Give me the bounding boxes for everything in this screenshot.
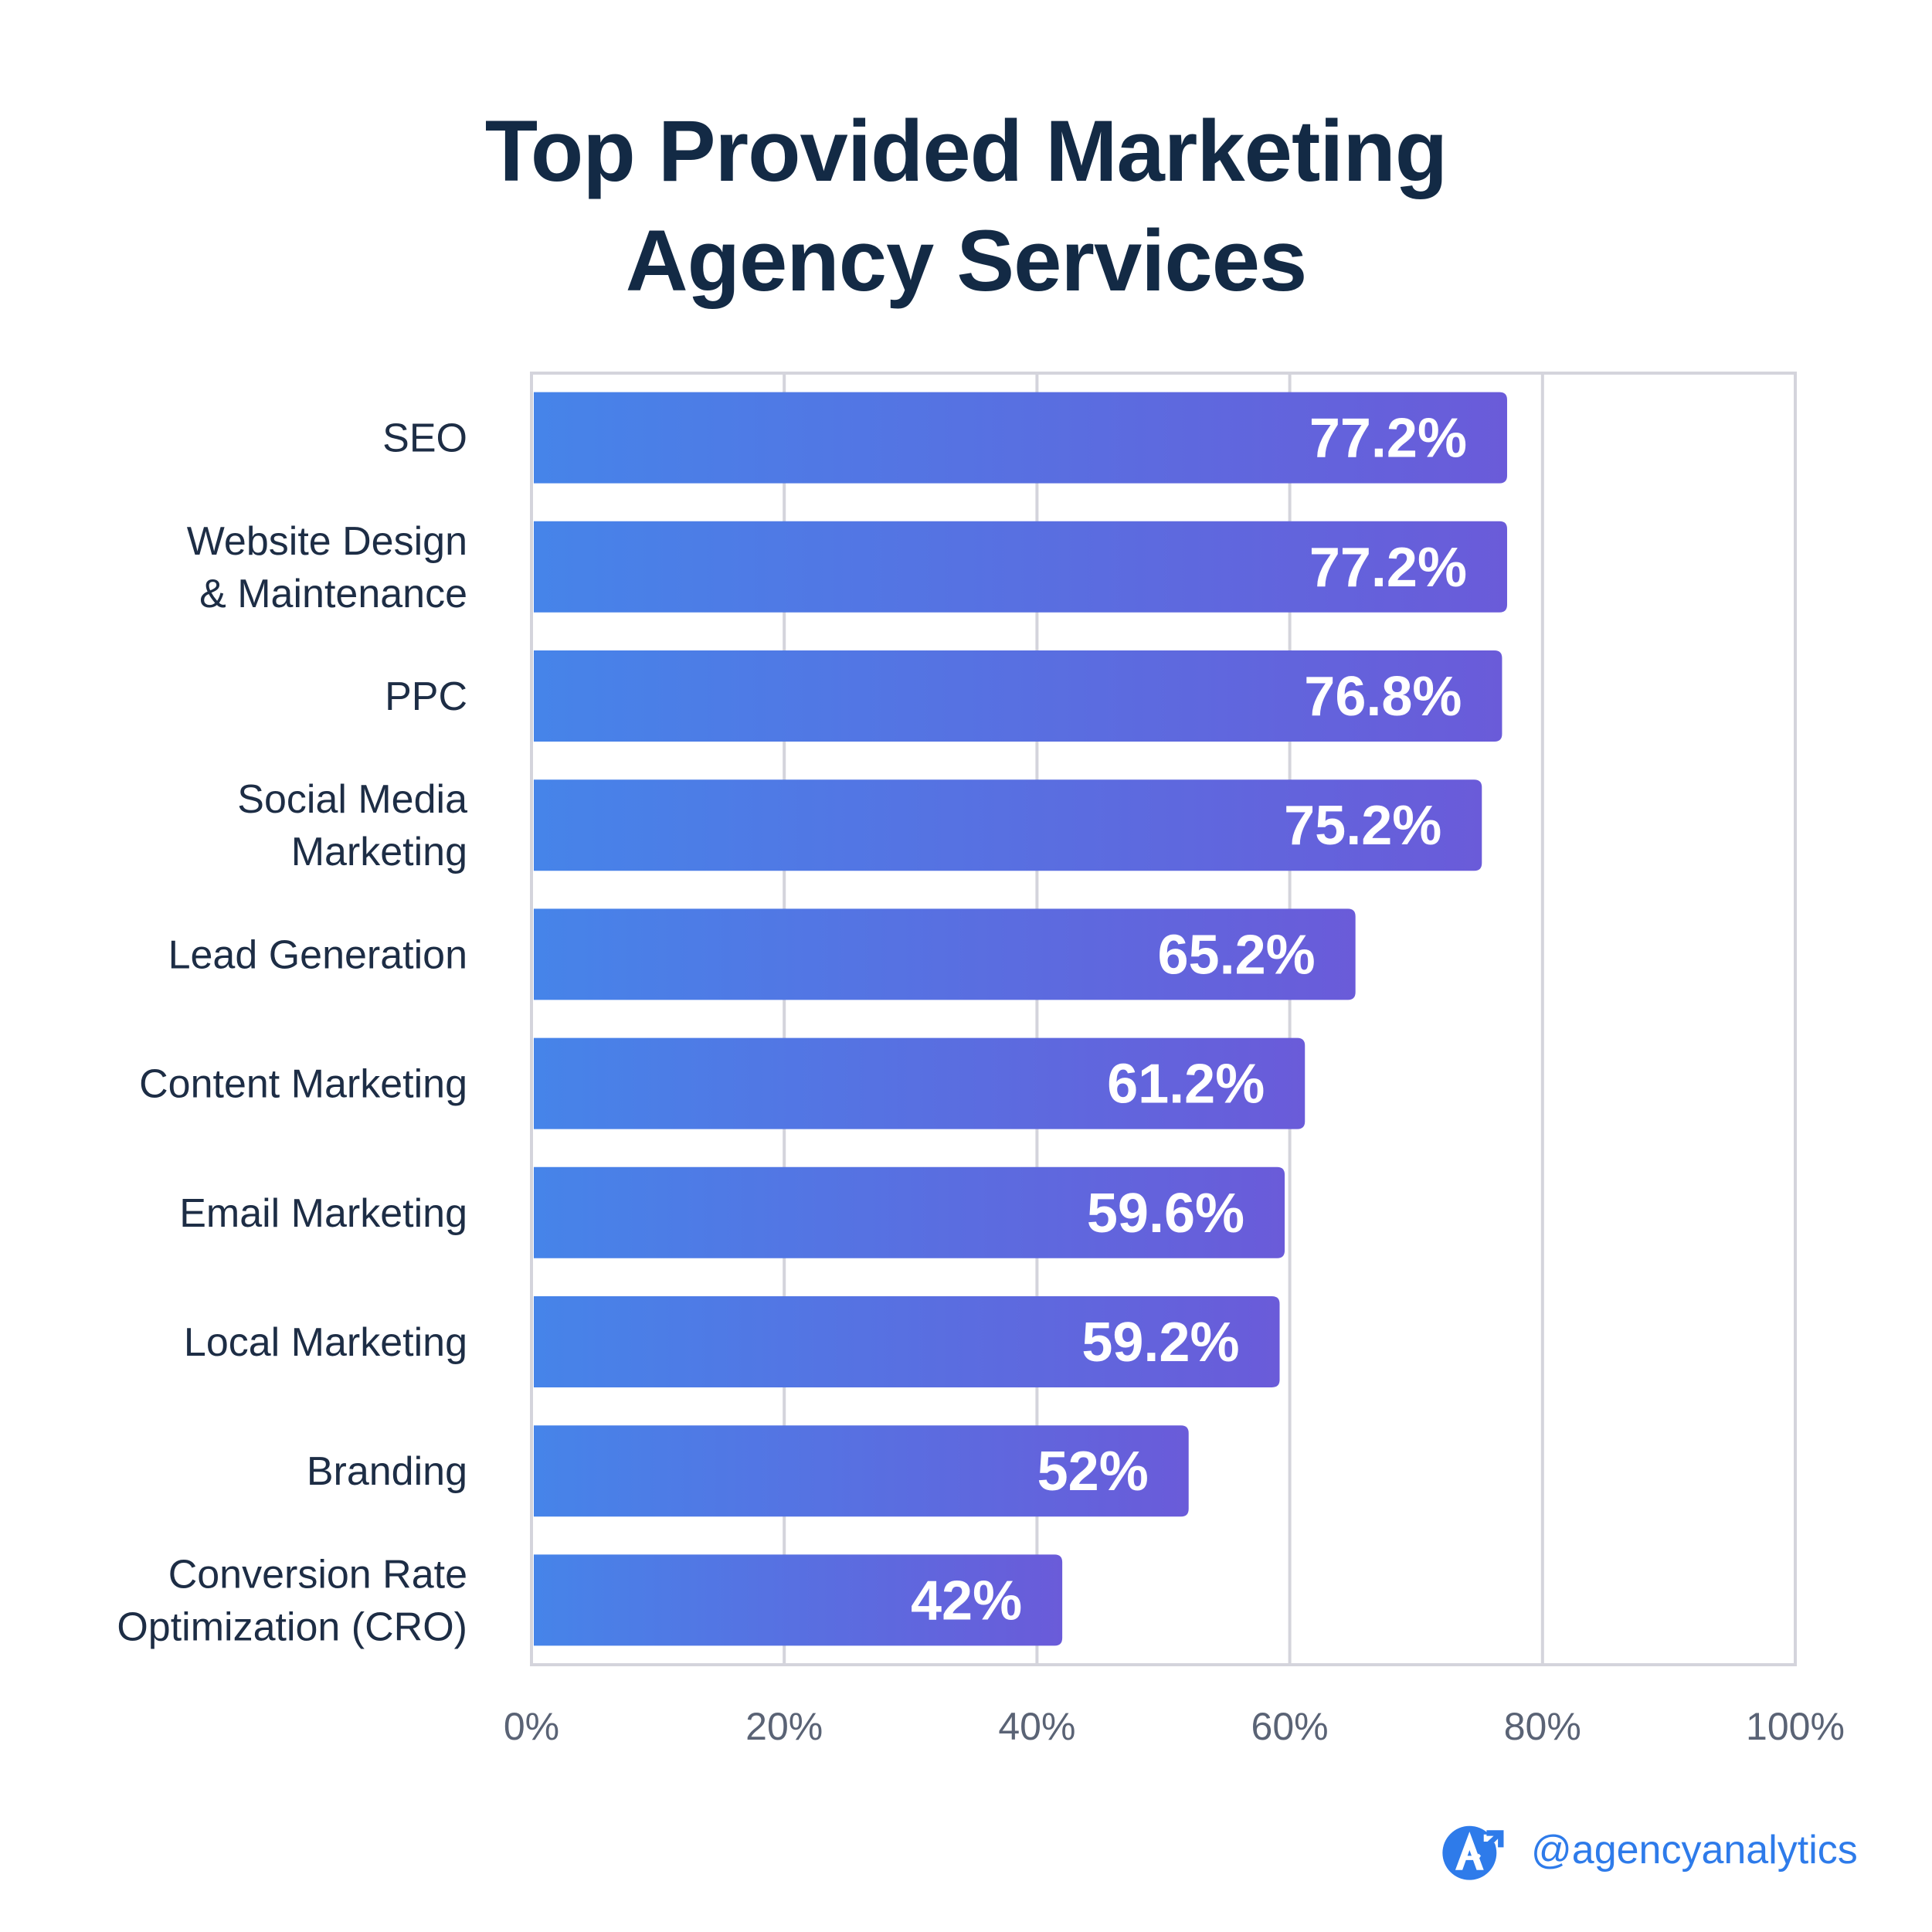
bar: [534, 1037, 1306, 1129]
bar: [534, 779, 1482, 871]
category-label: Content Marketing: [139, 1062, 467, 1107]
category-label: Lead Generation: [168, 932, 467, 977]
category-label: SEO: [382, 416, 467, 461]
category-label: Marketing: [291, 830, 467, 874]
bar-value-label: 77.2%: [1309, 537, 1467, 599]
category-label-layer: SEO Website Design & Maintenance PPC Social …: [117, 416, 467, 1650]
x-tick-label: 20%: [745, 1705, 823, 1748]
category-label: Branding: [307, 1449, 467, 1494]
x-tick-label: 80%: [1504, 1705, 1581, 1748]
bar: [534, 1166, 1285, 1258]
bar: [534, 521, 1507, 613]
watermark: @agencyanalytics: [1437, 1811, 1858, 1889]
bar: [534, 908, 1356, 1000]
bar-value-label: 52%: [1037, 1441, 1149, 1502]
category-label: Social Media: [237, 777, 467, 822]
chart-title-line-2: Agency Services: [625, 212, 1308, 309]
watermark-handle: @agencyanalytics: [1531, 1828, 1858, 1873]
bar: [534, 392, 1507, 484]
bar-value-label: 42%: [911, 1570, 1022, 1632]
bar-layer: 77.2% 77.2% 76.8% 75.2% 65.2% 61.2% 59.6% 59.2%…: [534, 392, 1507, 1646]
bar-value-label: 59.6%: [1087, 1183, 1244, 1244]
bar: [534, 650, 1502, 742]
bar-value-label: 76.8%: [1304, 666, 1462, 728]
x-tick-label: 60%: [1251, 1705, 1329, 1748]
plot-frame: [530, 372, 1797, 1666]
category-label: Local Marketing: [184, 1320, 467, 1365]
category-label: PPC: [385, 674, 467, 719]
bar-value-label: 75.2%: [1284, 795, 1441, 857]
category-label: Email Marketing: [179, 1191, 467, 1236]
category-label: Website Design: [187, 519, 467, 564]
bar: [534, 1425, 1189, 1517]
x-tick-label: 100%: [1746, 1705, 1845, 1748]
chart-title: Top Provided Marketing Agency Services: [0, 97, 1932, 316]
bar: [534, 1554, 1063, 1646]
x-tick-label: 40%: [998, 1705, 1075, 1748]
category-label: & Maintenance: [199, 572, 467, 616]
x-tick-label: 0%: [504, 1705, 559, 1748]
bar-value-label: 61.2%: [1107, 1054, 1265, 1115]
bar-value-label: 77.2%: [1309, 408, 1467, 470]
chart-title-line-1: Top Provided Marketing: [484, 103, 1448, 199]
bar-value-label: 65.2%: [1158, 924, 1316, 986]
x-axis-tick-layer: 0% 20% 40% 60% 80% 100%: [504, 1705, 1845, 1748]
agencyanalytics-logo-icon: [1442, 1825, 1504, 1880]
bar: [534, 1296, 1280, 1387]
bar-value-label: 59.2%: [1081, 1312, 1239, 1373]
category-label: Optimization (CRO): [117, 1604, 467, 1649]
category-label: Conversion Rate: [168, 1552, 467, 1597]
